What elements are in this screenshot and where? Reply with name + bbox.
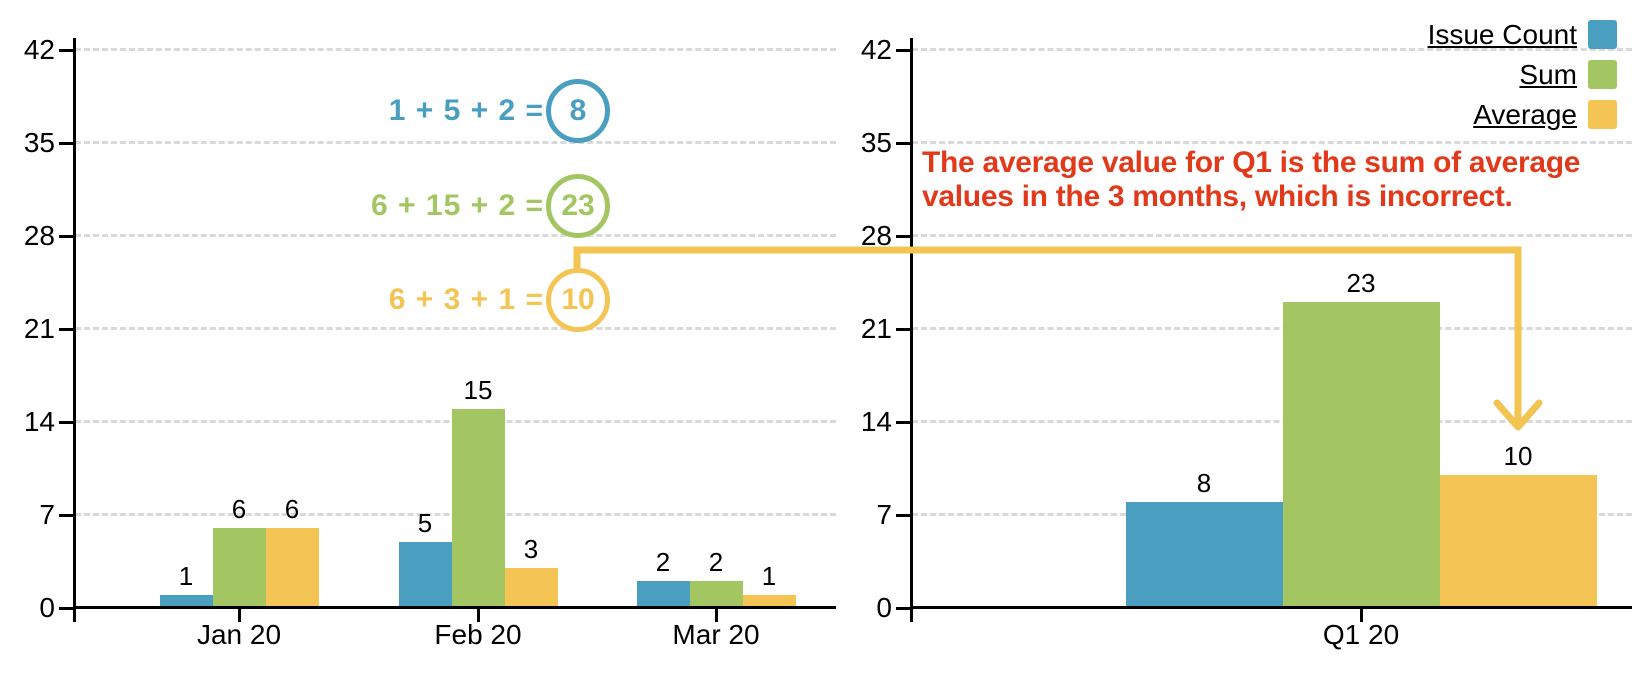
y-tick-label: 42 [23, 34, 55, 65]
gridline [912, 420, 1632, 423]
x-axis [73, 606, 836, 609]
y-tick-label: 0 [876, 592, 892, 623]
x-category-label: Jan 20 [196, 619, 282, 650]
y-tick-mark [59, 514, 75, 517]
x-tick-mark [238, 608, 241, 622]
equation-average: 6 + 3 + 1 = 10 [0, 268, 614, 332]
equation-issue-count: 1 + 5 + 2 = 8 [0, 79, 614, 143]
bar-sum[interactable] [689, 581, 743, 608]
equation-result-circle: 23 [546, 174, 610, 238]
x-tick-mark [477, 608, 480, 622]
y-tick-label: 7 [876, 499, 892, 530]
bar-value-label: 5 [417, 508, 433, 538]
legend-item-sum[interactable]: Sum [1428, 58, 1617, 91]
bar-value-label: 2 [655, 547, 671, 577]
bar-average[interactable] [742, 595, 796, 608]
warning-note: The average value for Q1 is the sum of a… [922, 146, 1580, 214]
y-tick-mark [896, 49, 912, 52]
y-tick-label: 21 [23, 313, 55, 344]
legend-swatch-sum[interactable] [1588, 60, 1617, 89]
bar-value-label: 23 [1346, 268, 1376, 298]
y-tick-label: 35 [23, 127, 55, 158]
y-tick-mark [896, 235, 912, 238]
warning-note-line: The average value for Q1 is the sum of a… [922, 146, 1581, 179]
y-tick-mark [59, 49, 75, 52]
bar-value-label: 10 [1503, 441, 1533, 471]
y-axis [910, 38, 913, 622]
y-tick-label: 42 [860, 34, 892, 65]
x-tick-mark [715, 608, 718, 622]
warning-note-line: values in the 3 months, which is incorre… [922, 180, 1513, 213]
legend: Issue Count Sum Average [1428, 18, 1617, 138]
equation-expression: 6 + 3 + 1 = [388, 283, 544, 316]
bar-value-label: 3 [523, 534, 539, 564]
y-tick-label: 14 [860, 406, 892, 437]
y-axis [73, 38, 76, 622]
bar-issue-count[interactable] [636, 581, 690, 608]
bar-value-label: 1 [178, 561, 194, 591]
gridline [912, 234, 1632, 237]
y-tick-label: 28 [23, 220, 55, 251]
equation-sum: 6 + 15 + 2 = 23 [0, 174, 614, 238]
y-tick-label: 28 [860, 220, 892, 251]
y-tick-mark [896, 607, 912, 610]
gridline [75, 48, 836, 51]
legend-label[interactable]: Average [1473, 98, 1577, 130]
bar-issue-count[interactable] [159, 595, 213, 608]
legend-item-average[interactable]: Average [1428, 98, 1617, 131]
bar-sum[interactable] [451, 409, 505, 608]
legend-swatch-average[interactable] [1588, 100, 1617, 129]
bar-value-label: 6 [231, 494, 247, 524]
bar-value-label: 6 [284, 494, 300, 524]
legend-swatch-issue-count[interactable] [1588, 20, 1617, 49]
equation-expression: 6 + 15 + 2 = [371, 189, 544, 222]
x-category-label: Feb 20 [434, 619, 522, 650]
bar-average[interactable] [504, 568, 558, 608]
y-tick-mark [896, 142, 912, 145]
bar-value-label: 15 [463, 375, 493, 405]
legend-label[interactable]: Sum [1519, 58, 1577, 90]
equation-result-circle: 8 [546, 79, 610, 143]
y-tick-mark [59, 607, 75, 610]
x-tick-mark [1360, 608, 1363, 622]
bar-issue-count[interactable] [1125, 502, 1283, 608]
y-tick-mark [59, 142, 75, 145]
bar-average[interactable] [1439, 475, 1597, 608]
y-tick-mark [59, 421, 75, 424]
y-tick-label: 14 [23, 406, 55, 437]
y-tick-label: 35 [860, 127, 892, 158]
y-tick-mark [59, 328, 75, 331]
gridline [75, 234, 836, 237]
equation-expression: 1 + 5 + 2 = [388, 94, 544, 127]
legend-item-issue-count[interactable]: Issue Count [1428, 18, 1617, 51]
y-tick-mark [896, 514, 912, 517]
legend-label[interactable]: Issue Count [1427, 18, 1577, 50]
x-category-label: Mar 20 [672, 619, 760, 650]
bar-value-label: 8 [1196, 468, 1212, 498]
y-tick-label: 7 [39, 499, 55, 530]
y-tick-label: 21 [860, 313, 892, 344]
gridline [912, 141, 1632, 144]
x-axis [910, 606, 1632, 609]
equation-result-circle: 10 [546, 268, 610, 332]
bar-sum[interactable] [1282, 302, 1440, 608]
bar-issue-count[interactable] [398, 542, 452, 608]
bar-sum[interactable] [212, 528, 266, 608]
y-tick-label: 0 [39, 592, 55, 623]
y-tick-mark [59, 235, 75, 238]
gridline [912, 48, 1632, 51]
x-category-label: Q1 20 [1322, 619, 1400, 650]
gridline [912, 327, 1632, 330]
gridline [75, 141, 836, 144]
gridline [75, 327, 836, 330]
bar-value-label: 1 [761, 561, 777, 591]
bar-value-label: 2 [708, 547, 724, 577]
bar-average[interactable] [265, 528, 319, 608]
